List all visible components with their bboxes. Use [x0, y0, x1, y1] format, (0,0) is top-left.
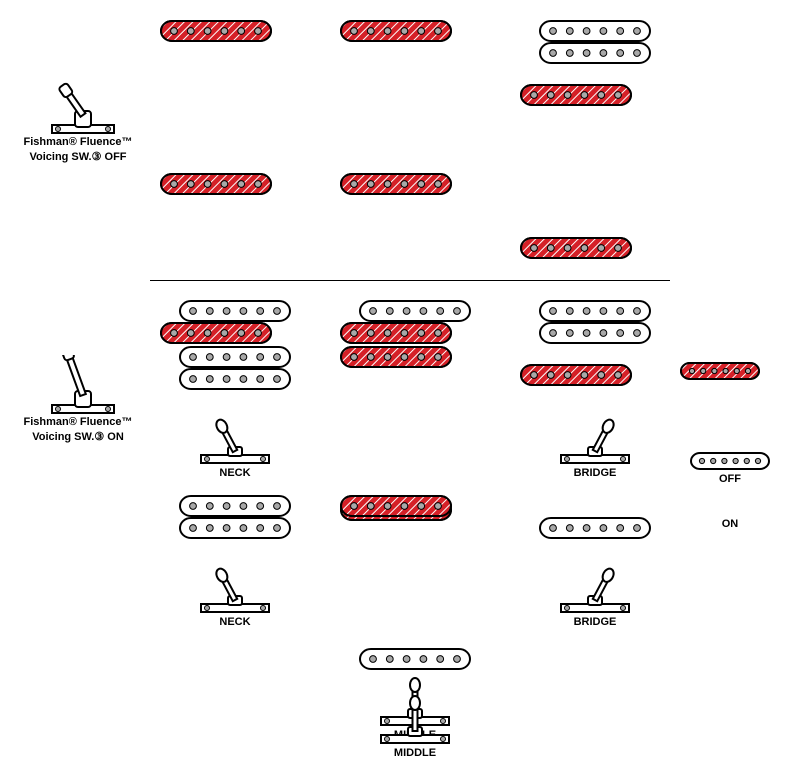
legend-off-label: OFF	[680, 473, 780, 485]
legend-on-label: ON	[680, 518, 780, 530]
legend-off-coil	[680, 452, 780, 470]
pushpull-switch-off	[48, 75, 118, 138]
section-off: Fishman® Fluence™ Voicing SW.③ OFF class…	[0, 20, 800, 280]
on-neck-column: class="hum-coil" width="112" height="22"…	[160, 300, 310, 628]
on-middle-column: class="hum-coil" width="112" height="22"…	[340, 300, 490, 759]
label-on-line1: Fishman® Fluence™	[24, 416, 133, 428]
label-off-line1: Fishman® Fluence™	[24, 136, 133, 148]
col-label-on-neck: NECK	[160, 616, 310, 628]
label-off: Fishman® Fluence™ Voicing SW.③ OFF	[8, 135, 148, 165]
col-label-on-middle: MIDDLE	[340, 747, 490, 759]
label-on-line2: Voicing SW.③ ON	[32, 431, 124, 443]
section-divider	[150, 280, 670, 281]
legend-on-coil: class="hum-coil" width="80" height="18" …	[680, 362, 780, 515]
pushpull-switch-on	[48, 355, 118, 418]
label-off-line2: Voicing SW.③ OFF	[29, 151, 126, 163]
label-on: Fishman® Fluence™ Voicing SW.③ ON	[8, 415, 148, 445]
col-label-on-bridge: BRIDGE	[520, 616, 670, 628]
legend-off: OFF	[680, 452, 780, 485]
on-bridge-column: class="hum-coil" width="112" height="22"…	[520, 300, 670, 628]
legend-on: class="hum-coil" width="80" height="18" …	[680, 362, 780, 530]
